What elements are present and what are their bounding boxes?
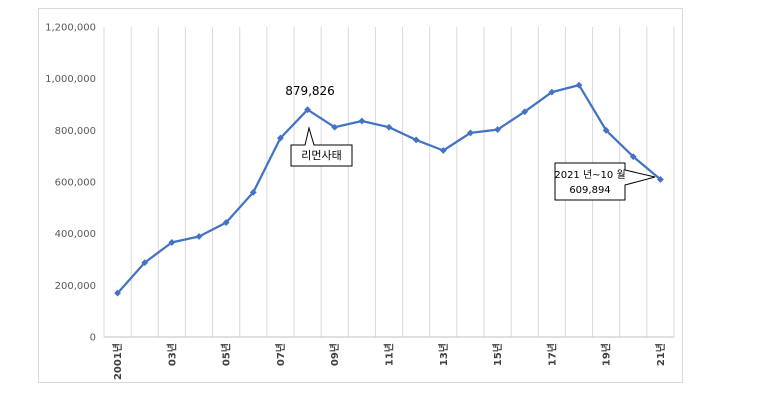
y-tick-label: 1,200,000 [45, 23, 96, 34]
data-point [277, 134, 284, 142]
data-point [114, 289, 121, 297]
data-point [521, 108, 529, 116]
x-tick-label: 11년 [383, 343, 396, 366]
latest-callout-line2: 609,894 [569, 185, 610, 196]
x-tick-label: 09년 [328, 343, 341, 366]
data-point [467, 129, 474, 137]
y-tick-label: 600,000 [55, 178, 96, 189]
x-tick-label: 19년 [600, 343, 613, 366]
x-tick-label: 2001년 [111, 343, 124, 380]
data-point [439, 147, 447, 154]
data-point [412, 136, 420, 144]
x-tick-label: 05년 [220, 343, 233, 366]
latest-value-callout: 2021 년~10 월 609,894 [554, 162, 656, 201]
y-tick-label: 200,000 [55, 281, 96, 292]
data-point [168, 239, 176, 246]
y-axis-ticks: 0 200,000 400,000 600,000 800,000 1,000,000 1,… [45, 23, 96, 344]
data-point [358, 117, 366, 125]
data-point [304, 106, 311, 114]
data-point [575, 81, 583, 89]
x-tick-label: 13년 [437, 343, 450, 366]
data-point [141, 259, 149, 266]
data-point [385, 123, 393, 131]
data-point [249, 188, 257, 196]
lehman-callout-text: 리먼사태 [301, 149, 341, 162]
series-layer [114, 81, 664, 297]
lehman-callout: 리먼사태 [290, 126, 353, 167]
x-tick-label: 03년 [165, 343, 178, 366]
peak-value-label: 879,826 [285, 84, 335, 98]
latest-callout-line1: 2021 년~10 월 [554, 169, 625, 181]
x-tick-label: 21년 [654, 343, 667, 366]
data-point [629, 153, 637, 161]
y-tick-label: 800,000 [55, 126, 96, 137]
data-point [331, 123, 339, 131]
x-tick-label: 07년 [274, 343, 287, 366]
x-tick-label: 17년 [545, 343, 558, 366]
data-point [548, 88, 556, 96]
x-axis-ticks: 2001년 03년 05년 07년 09년 11년 13년 15년 17년 19년 21년 [111, 343, 667, 380]
y-tick-label: 0 [90, 333, 96, 344]
latest-callout-box [554, 162, 656, 201]
data-point [494, 126, 501, 133]
data-point [602, 126, 610, 134]
data-point [657, 176, 664, 183]
y-tick-label: 400,000 [55, 229, 96, 240]
data-point [222, 219, 230, 226]
y-tick-label: 1,000,000 [45, 74, 96, 85]
lehman-callout-box [290, 126, 353, 167]
x-tick-label: 15년 [491, 343, 504, 366]
data-point [195, 233, 203, 240]
